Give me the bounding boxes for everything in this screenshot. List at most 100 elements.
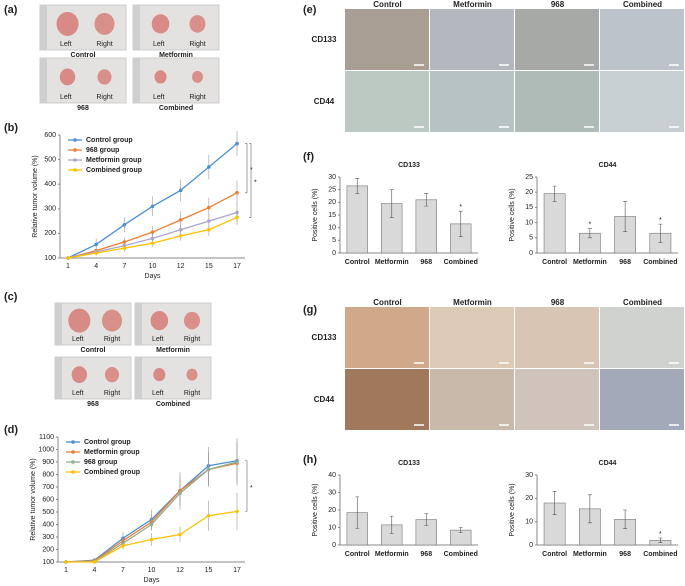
tumor-photo	[39, 57, 127, 104]
point	[122, 222, 127, 227]
bar	[346, 185, 368, 254]
ihc-image	[430, 307, 514, 368]
ihc-image	[515, 369, 599, 430]
point	[178, 218, 183, 222]
x-tick-label: 4	[93, 567, 97, 574]
ihc-image	[430, 369, 514, 430]
panel-label: (d)	[4, 424, 18, 436]
legend-label: Metformin group	[86, 157, 142, 164]
y-tick-label: 700	[42, 484, 54, 491]
panel-label: (a)	[4, 4, 18, 16]
y-tick-label: 100	[42, 559, 54, 566]
y-tick-label: 0	[529, 542, 533, 549]
photo-label: Left	[152, 390, 164, 397]
ihc-image	[600, 369, 684, 430]
x-tick-label: 1	[64, 567, 68, 574]
ruler	[133, 5, 140, 50]
tumor	[150, 311, 169, 331]
row-label: CD44	[314, 395, 335, 404]
y-tick-label: 900	[42, 459, 54, 466]
y-axis-label: Relative tumor volume (%)	[32, 155, 39, 237]
y-axis-label: Positive cells (%)	[509, 483, 516, 536]
point	[122, 246, 127, 250]
tumor	[186, 368, 198, 381]
point	[178, 188, 183, 193]
legend-label: 968 group	[86, 147, 119, 154]
y-tick-label: 300	[42, 534, 54, 541]
ihc-image	[345, 71, 429, 132]
significance-label: *	[659, 531, 662, 538]
legend-label: Metformin group	[84, 449, 140, 456]
tumor	[97, 69, 112, 85]
row-label: CD133	[312, 333, 337, 342]
photo-label: Right	[96, 41, 112, 48]
panel-label: (h)	[303, 454, 317, 466]
error-bar	[355, 177, 360, 194]
ihc-image	[345, 9, 429, 70]
legend-label: Combined group	[86, 167, 142, 174]
column-header: Combined	[623, 298, 662, 307]
legend-marker	[73, 138, 77, 142]
point	[150, 230, 155, 234]
column-header: Control	[373, 298, 401, 307]
error-bar	[587, 228, 592, 239]
y-tick-label: 600	[42, 496, 54, 503]
error-bar	[424, 193, 429, 207]
error-bar	[458, 527, 463, 534]
y-axis-label: Relative tumor volume (%)	[30, 458, 37, 540]
chart-title: CD133	[398, 162, 420, 169]
x-tick-label: Metformin	[573, 259, 607, 266]
y-axis-label: Positive cells (%)	[312, 483, 319, 536]
point	[150, 236, 155, 241]
x-tick-label: 12	[176, 567, 184, 574]
y-axis-label: Positive cells (%)	[312, 188, 319, 241]
photo-label: Left	[153, 94, 165, 101]
error-bar	[424, 513, 429, 527]
legend-marker	[73, 158, 77, 162]
panel-label: (b)	[4, 122, 18, 134]
point	[207, 165, 211, 169]
x-tick-label: 17	[233, 567, 241, 574]
error-bar	[552, 491, 557, 515]
y-tick-label: 30	[525, 472, 533, 479]
y-axis-label: Positive cells (%)	[509, 188, 516, 241]
panel-label: (g)	[303, 304, 317, 316]
point	[121, 543, 125, 548]
tumor	[94, 12, 115, 35]
column-header: 968	[551, 0, 565, 9]
x-tick-label: Control	[345, 259, 370, 266]
column-header: Control	[373, 0, 401, 9]
legend-label: Control group	[84, 439, 131, 446]
x-tick-label: Metformin	[375, 259, 409, 266]
photo-label: Left	[152, 336, 164, 343]
error-bar	[658, 223, 663, 243]
y-tick-label: 20	[525, 495, 533, 502]
significance-label: *	[589, 222, 592, 229]
column-header: Metformin	[453, 298, 492, 307]
point	[94, 242, 98, 247]
tumor-photo	[132, 57, 220, 104]
point	[178, 234, 183, 238]
error-bar	[587, 494, 592, 524]
row-label: CD133	[312, 35, 337, 44]
photo-label: Left	[60, 41, 72, 48]
point	[94, 251, 98, 255]
y-tick-label: 10	[328, 225, 336, 232]
x-tick-label: Combined	[643, 259, 677, 266]
photo-caption: Metformin	[159, 52, 193, 59]
point	[178, 532, 182, 537]
y-tick-label: 15	[525, 204, 533, 211]
ihc-image	[515, 307, 599, 368]
x-tick-label: Metformin	[375, 551, 409, 558]
error-bar	[355, 496, 360, 529]
point	[206, 467, 211, 472]
tumor	[192, 70, 203, 83]
tumor	[151, 14, 170, 34]
photo-label: Right	[184, 336, 200, 343]
x-axis-label: Days	[144, 577, 160, 584]
tumor	[105, 366, 119, 383]
error-bar	[552, 185, 557, 202]
x-tick-label: 968	[420, 259, 432, 266]
tumor	[154, 70, 167, 84]
